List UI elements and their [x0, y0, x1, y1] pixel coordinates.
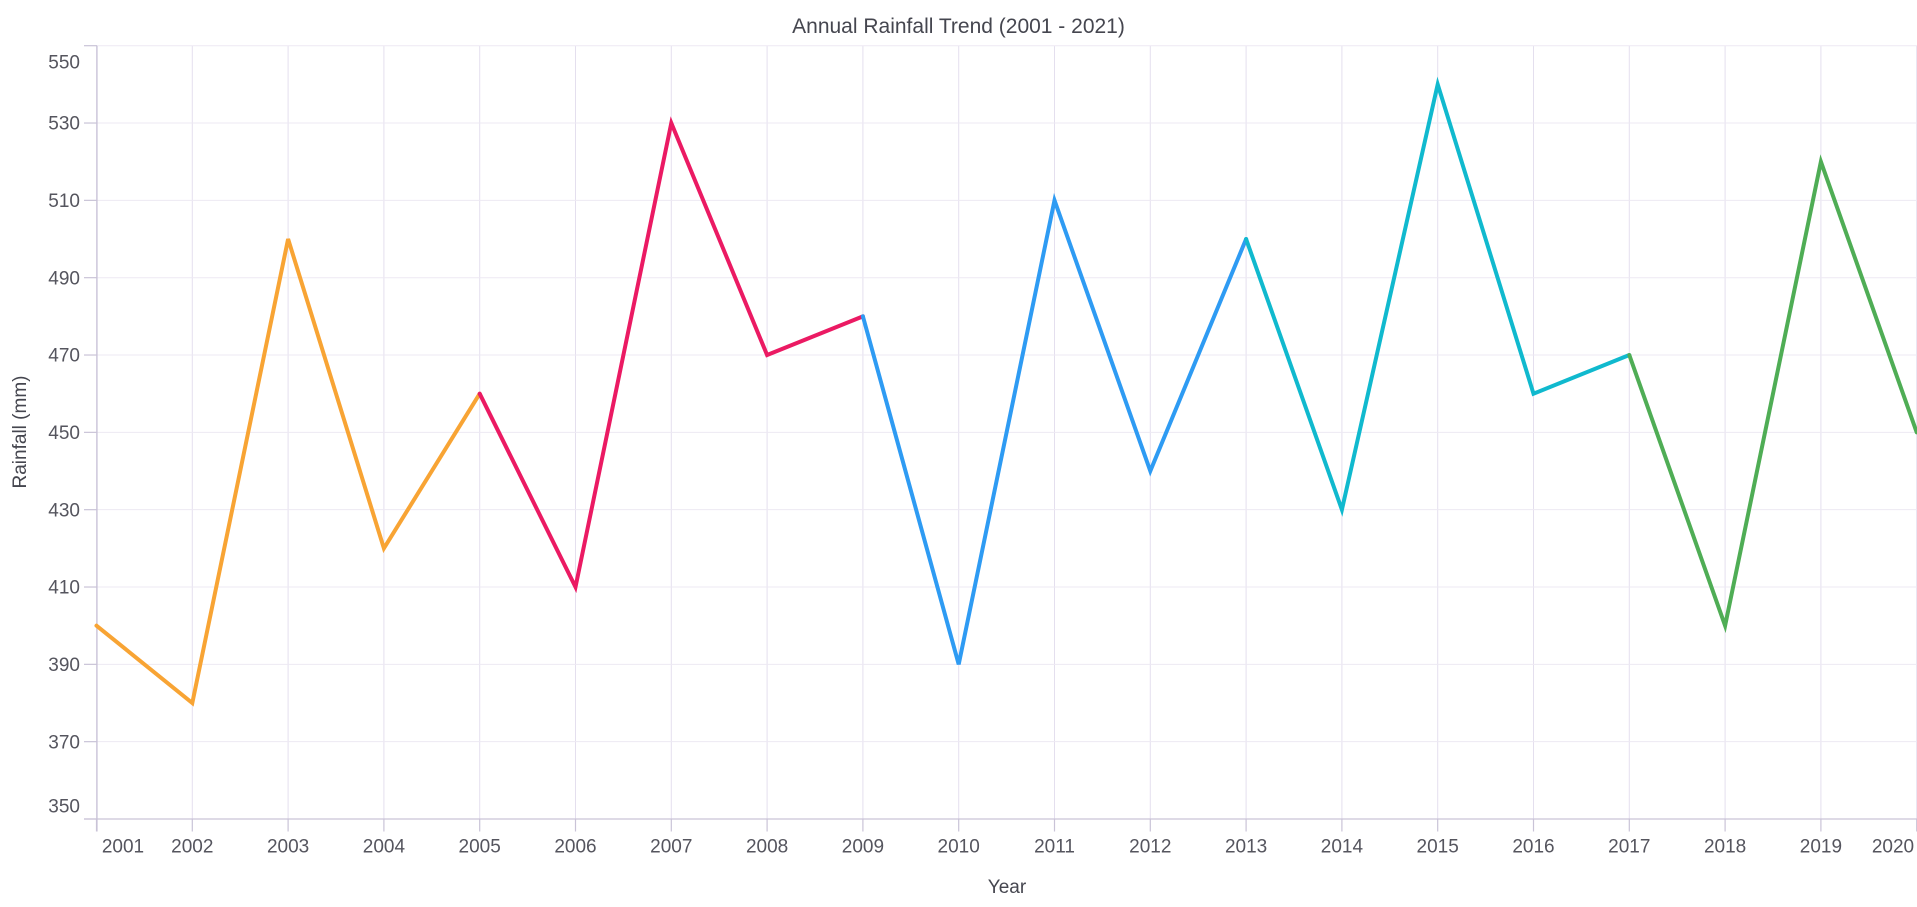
- x-tick-label: 2013: [1225, 837, 1267, 858]
- rainfall-line-segment-2001-2005: [94, 238, 482, 707]
- rainfall-line-segment-2013-2017: [1244, 76, 1632, 517]
- x-tick-label: 2003: [267, 837, 309, 858]
- y-tick-label: 430: [48, 500, 80, 521]
- y-tick-label: 450: [48, 423, 80, 444]
- x-tick-label: 2007: [650, 837, 692, 858]
- x-tick-label: 2001: [102, 837, 144, 858]
- x-tick-label: 2018: [1704, 837, 1746, 858]
- x-tick-label: 2015: [1417, 837, 1459, 858]
- y-tick-label: 470: [48, 346, 80, 367]
- y-tick-label: 550: [48, 53, 80, 74]
- rainfall-line-segment-2005-2009: [477, 116, 865, 594]
- y-tick-label: 510: [48, 191, 80, 212]
- y-tick-label: 390: [48, 655, 80, 676]
- y-tick-label: 530: [48, 114, 80, 135]
- x-tick-label: 2008: [746, 837, 788, 858]
- y-tick-label: 370: [48, 732, 80, 753]
- rainfall-line-segment-2017-2020: [1627, 154, 1917, 634]
- x-tick-label: 2014: [1321, 837, 1364, 858]
- x-tick-label: 2012: [1129, 837, 1171, 858]
- rainfall-line-segment-2009-2013: [860, 192, 1249, 665]
- x-tick-label: 2016: [1512, 837, 1554, 858]
- x-tick-label: 2017: [1608, 837, 1650, 858]
- x-tick-label: 2009: [842, 837, 884, 858]
- x-tick-label: 2020: [1872, 837, 1914, 858]
- x-tick-label: 2004: [363, 837, 406, 858]
- x-tick-label: 2006: [554, 837, 596, 858]
- x-tick-label: 2011: [1034, 837, 1075, 858]
- x-tick-label: 2010: [938, 837, 980, 858]
- y-tick-label: 350: [48, 797, 80, 818]
- chart-title: Annual Rainfall Trend (2001 - 2021): [792, 15, 1125, 38]
- x-axis-title: Year: [987, 877, 1027, 898]
- y-tick-label: 490: [48, 268, 80, 289]
- x-tick-label: 2002: [171, 837, 213, 858]
- x-tick-label: 2005: [459, 837, 501, 858]
- y-tick-label: 410: [48, 578, 80, 599]
- x-tick-label: 2019: [1800, 837, 1842, 858]
